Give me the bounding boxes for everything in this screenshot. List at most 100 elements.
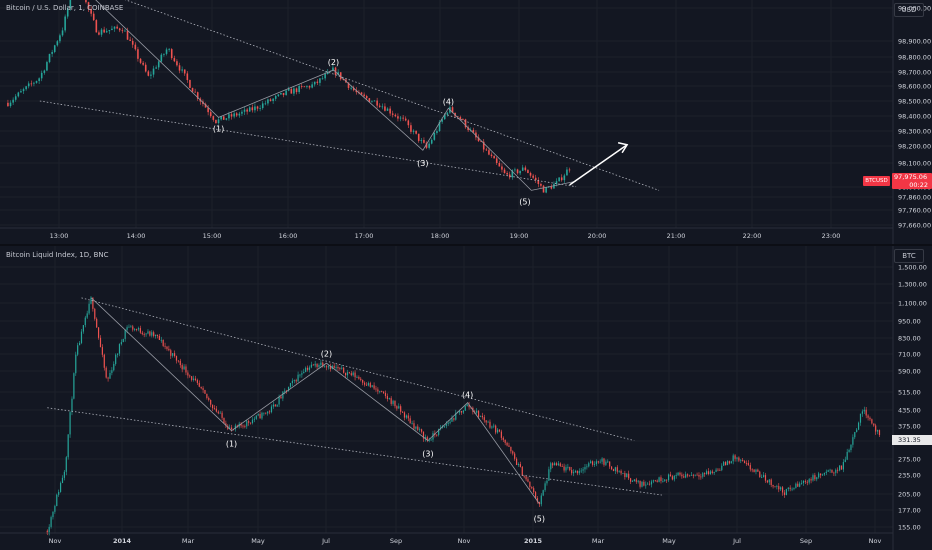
candle <box>402 117 404 119</box>
candle <box>500 431 502 438</box>
candle <box>291 380 293 384</box>
candle <box>215 119 217 124</box>
candle <box>158 335 160 340</box>
candle <box>263 412 265 414</box>
candle <box>394 400 396 407</box>
candle <box>854 432 856 438</box>
price-tick-label: 1,300.00 <box>898 281 927 289</box>
candle <box>700 476 702 478</box>
candle <box>719 469 721 471</box>
price-tick-label: 515.00 <box>898 389 921 397</box>
candle <box>846 451 848 460</box>
candle <box>533 488 535 493</box>
price-tick-label: 98,700.00 <box>898 69 931 77</box>
candle <box>569 466 571 470</box>
candle <box>156 334 159 336</box>
currency-button-2[interactable]: BTC <box>894 249 924 263</box>
candle <box>396 406 398 409</box>
candle <box>358 376 360 379</box>
candle <box>278 396 280 405</box>
candle <box>686 474 689 476</box>
candle <box>852 437 854 445</box>
candle <box>113 363 115 371</box>
candle <box>113 26 116 29</box>
candle <box>173 58 176 62</box>
candle <box>519 170 521 174</box>
candle <box>838 465 841 471</box>
candle <box>544 483 546 491</box>
price-tick-label: 98,500.00 <box>898 98 931 106</box>
candle <box>683 476 685 478</box>
candle <box>132 326 134 330</box>
candle <box>225 118 228 120</box>
wave-label: (4) <box>462 391 473 400</box>
candle <box>225 423 227 426</box>
candle <box>360 378 362 381</box>
candle <box>498 429 501 432</box>
candle <box>875 425 877 432</box>
candle <box>137 328 140 330</box>
candle <box>400 406 402 412</box>
wave-label: (2) <box>328 58 339 67</box>
candle <box>506 173 508 175</box>
candle <box>324 74 326 79</box>
candle <box>631 481 634 482</box>
candle <box>420 429 423 432</box>
candle <box>637 480 639 482</box>
candle <box>707 471 710 475</box>
candle <box>299 374 301 376</box>
candle <box>477 137 480 142</box>
candle <box>272 404 274 407</box>
candle <box>306 85 308 87</box>
candle <box>196 380 198 383</box>
candle <box>658 477 660 482</box>
candle <box>582 469 584 471</box>
candle <box>715 469 717 472</box>
wave-label: (5) <box>519 197 530 206</box>
candle <box>211 404 214 409</box>
candle <box>624 473 626 477</box>
candle <box>293 88 295 94</box>
candle <box>22 89 25 92</box>
currency-button[interactable]: USD <box>894 3 924 17</box>
candle <box>85 0 87 3</box>
candle <box>388 398 390 399</box>
candle <box>48 53 51 63</box>
ticker-label: BTCUSD <box>863 176 890 186</box>
candle <box>768 479 770 483</box>
candle <box>192 378 195 380</box>
candle <box>386 396 388 399</box>
candle <box>52 511 54 518</box>
price-tick-label: 98,800.00 <box>898 54 931 62</box>
candle <box>267 99 269 104</box>
candle <box>410 125 412 132</box>
candle <box>652 480 654 482</box>
candle <box>557 463 559 466</box>
candle <box>521 167 524 171</box>
candle <box>88 303 90 314</box>
intraday-chart-title: Bitcoin / U.S. Dollar, 1, COINBASE <box>6 4 124 12</box>
time-tick-label: Mar <box>182 537 195 545</box>
candle <box>111 28 113 31</box>
candle <box>762 475 765 478</box>
wave-label: (1) <box>226 440 237 449</box>
candle <box>871 419 873 424</box>
candle <box>493 425 495 427</box>
wave-label: (1) <box>213 124 224 133</box>
candle <box>160 339 162 341</box>
candle <box>298 86 300 93</box>
candle <box>322 362 324 367</box>
candle <box>257 414 259 416</box>
candle <box>144 64 147 72</box>
candle <box>326 71 329 75</box>
time-tick-label: 21:00 <box>667 232 686 240</box>
last-price-tag: BTCUSD 97,975.06 00:22 <box>863 173 932 189</box>
candle <box>508 445 510 447</box>
panel-divider[interactable] <box>0 244 932 246</box>
candle <box>157 61 160 68</box>
projection-arrowhead <box>617 142 629 154</box>
candle <box>246 109 248 112</box>
candle <box>487 421 489 423</box>
candle <box>230 114 233 117</box>
candle <box>413 423 415 429</box>
